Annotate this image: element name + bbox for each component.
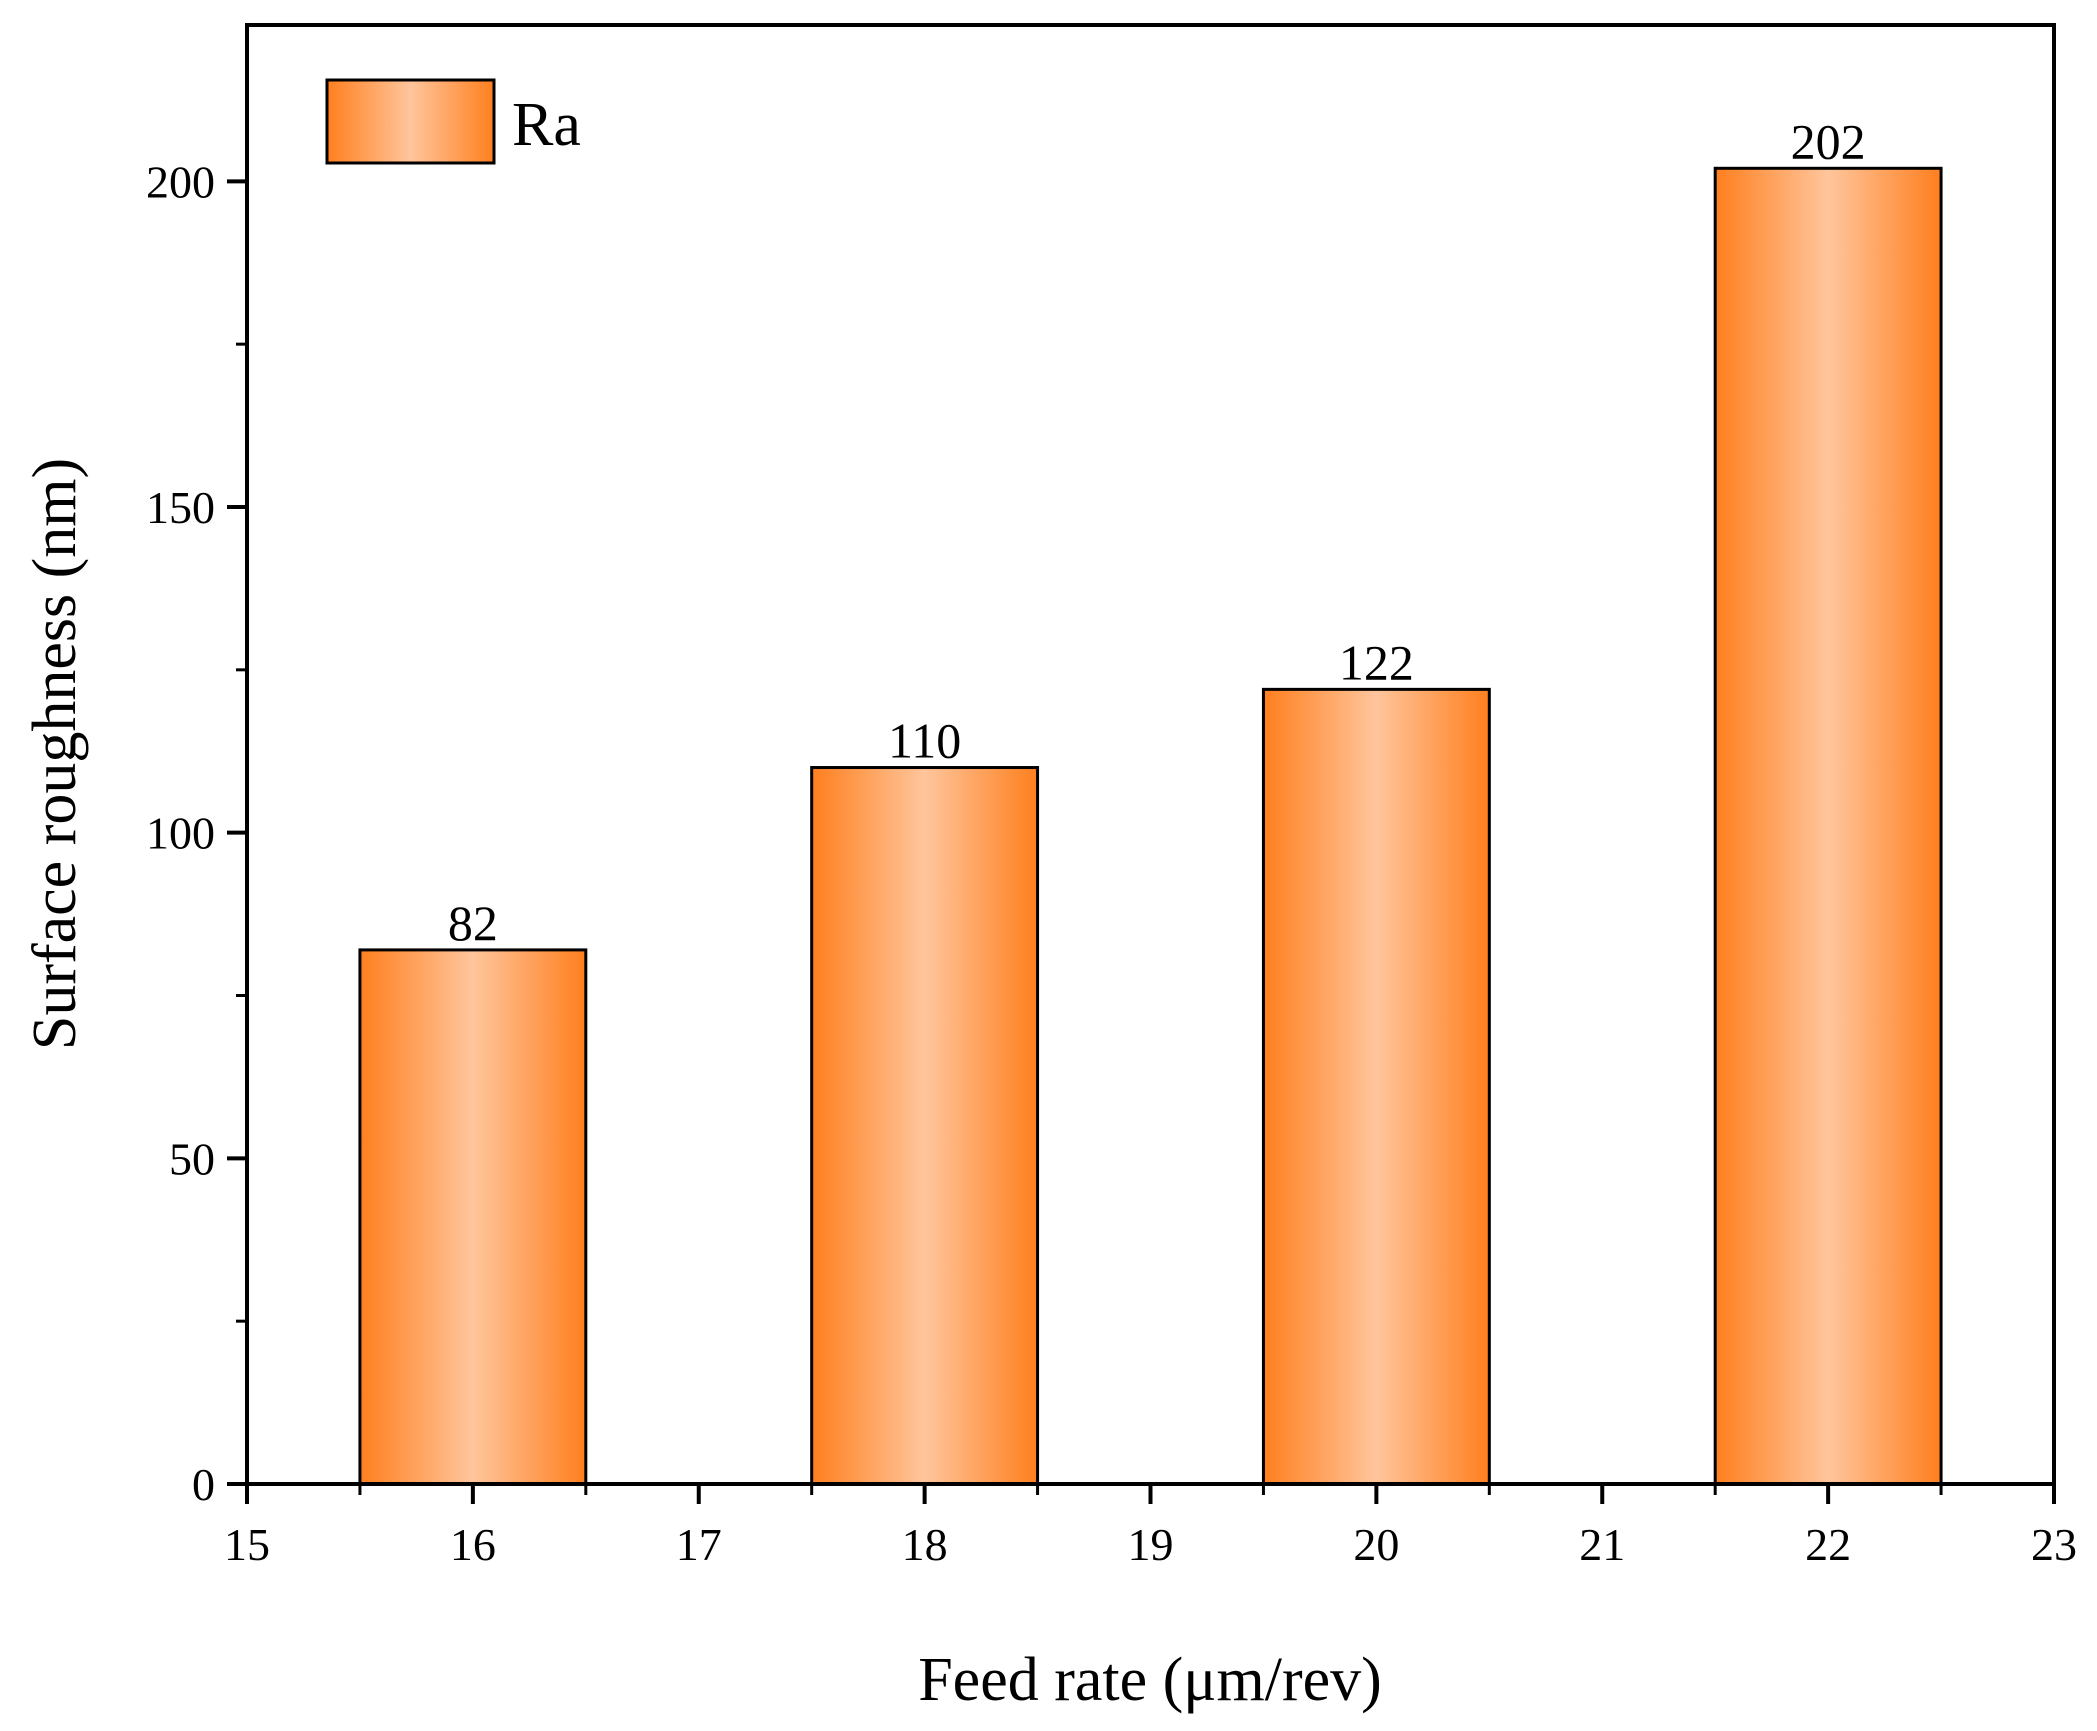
legend-swatch (325, 78, 496, 165)
y-tick-label: 200 (146, 156, 215, 207)
x-tick-label: 17 (676, 1519, 722, 1570)
legend: Ra (325, 78, 581, 165)
x-tick-label: 18 (902, 1519, 948, 1570)
x-axis-title: Feed rate (μm/rev) (918, 1646, 1382, 1714)
bar-16 (358, 948, 588, 1486)
y-axis-title: Surface roughness (nm) (21, 458, 89, 1050)
x-tick-label: 15 (224, 1519, 270, 1570)
bar-value-label: 122 (1339, 634, 1414, 690)
x-tick-label: 23 (2031, 1519, 2077, 1570)
bar-value-label: 110 (888, 713, 961, 769)
x-tick-label: 16 (450, 1519, 496, 1570)
bar-value-label: 82 (448, 895, 498, 951)
y-tick-label: 0 (192, 1459, 215, 1510)
legend-label: Ra (512, 91, 581, 159)
bar-18 (810, 766, 1040, 1486)
bar-20 (1261, 687, 1491, 1486)
y-tick-label: 50 (169, 1133, 215, 1184)
plot-frame (245, 23, 2056, 1486)
x-tick-label: 21 (1579, 1519, 1625, 1570)
y-tick-label: 150 (146, 482, 215, 533)
x-tick-label: 22 (1805, 1519, 1851, 1570)
axis-tick-labels: 82 110 122 202 15 16 17 18 19 20 21 22 23 0 50 100 150 20… (146, 113, 2077, 1570)
bar-22 (1713, 166, 1943, 1486)
y-tick-label: 100 (146, 808, 215, 859)
bars (358, 166, 1943, 1486)
x-tick-label: 19 (1128, 1519, 1174, 1570)
x-tick-label: 20 (1353, 1519, 1399, 1570)
bar-value-label: 202 (1791, 113, 1866, 169)
